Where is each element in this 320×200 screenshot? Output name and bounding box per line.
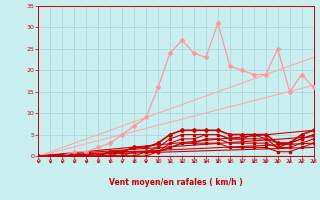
- X-axis label: Vent moyen/en rafales ( km/h ): Vent moyen/en rafales ( km/h ): [109, 178, 243, 187]
